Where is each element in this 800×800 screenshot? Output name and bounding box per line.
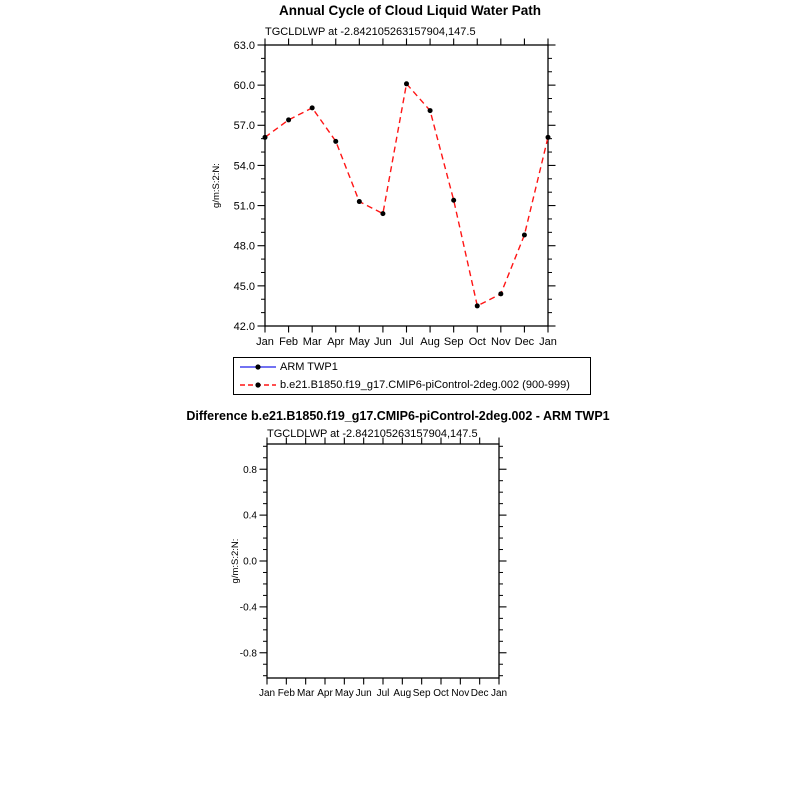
series-marker: [498, 291, 504, 297]
svg-text:42.0: 42.0: [234, 321, 255, 333]
svg-text:Dec: Dec: [515, 336, 535, 348]
svg-text:Oct: Oct: [469, 336, 486, 348]
difference-chart-title: Difference b.e21.B1850.f19_g17.CMIP6-piC…: [186, 409, 610, 423]
series-marker: [333, 138, 339, 144]
svg-text:Mar: Mar: [303, 336, 322, 348]
difference-chart-subtitle: TGCLDLWP at -2.842105263157904,147.5: [267, 428, 478, 440]
svg-text:0.4: 0.4: [243, 511, 257, 522]
series-marker: [262, 134, 268, 140]
svg-text:Apr: Apr: [317, 688, 333, 699]
svg-text:0.8: 0.8: [243, 465, 257, 476]
svg-text:Jan: Jan: [491, 688, 507, 699]
svg-text:Jan: Jan: [259, 688, 275, 699]
legend: ARM TWP1 b.e21.B1850.f19_g17.CMIP6-piCon…: [233, 357, 591, 395]
svg-text:63.0: 63.0: [234, 40, 255, 52]
legend-line-dashed-icon: [240, 382, 276, 388]
top-plot-y-axis-label: g/m:S:2:N:: [211, 163, 222, 208]
page-title: Annual Cycle of Cloud Liquid Water Path: [278, 3, 541, 18]
svg-text:0.0: 0.0: [243, 557, 257, 568]
svg-text:Mar: Mar: [297, 688, 315, 699]
svg-text:-0.4: -0.4: [240, 602, 258, 613]
series-marker: [404, 81, 409, 87]
bottom-plot-x-axis: Jan Feb Mar Apr May Jun Jul Aug Sep Oct Nov Dec Jan: [259, 437, 507, 699]
svg-text:Sep: Sep: [444, 336, 464, 348]
series-marker: [427, 108, 433, 114]
svg-text:May: May: [349, 336, 370, 348]
legend-label: ARM TWP1: [280, 361, 338, 374]
series-marker: [545, 134, 551, 140]
svg-text:54.0: 54.0: [234, 160, 255, 172]
svg-text:Jan: Jan: [539, 336, 557, 348]
svg-text:60.0: 60.0: [234, 80, 255, 92]
legend-entry-arm-twp1: ARM TWP1: [238, 359, 590, 375]
svg-text:Jun: Jun: [356, 688, 372, 699]
svg-text:51.0: 51.0: [234, 201, 255, 213]
top-plot-series-1: [262, 81, 551, 309]
svg-text:-0.8: -0.8: [240, 648, 258, 659]
svg-text:48.0: 48.0: [234, 241, 255, 253]
series-marker: [309, 105, 315, 111]
svg-text:Jan: Jan: [256, 336, 274, 348]
svg-text:Dec: Dec: [471, 688, 489, 699]
top-plot-x-axis: Jan Feb Mar Apr May Jun Jul Aug Sep Oct Nov Dec Jan: [256, 38, 557, 348]
series-marker: [286, 117, 292, 123]
top-plot-y-axis: 42.0 45.0 48.0 51.0 54.0 57.0 60.0 63.0: [234, 40, 556, 333]
series-marker: [356, 199, 362, 205]
series-line: [264, 82, 549, 307]
svg-text:Nov: Nov: [451, 688, 469, 699]
svg-text:Feb: Feb: [279, 336, 298, 348]
series-marker: [380, 211, 386, 217]
bottom-plot-y-axis-label: g/m:S:2:N:: [230, 539, 241, 584]
series-marker: [451, 197, 457, 203]
svg-text:Jul: Jul: [377, 688, 390, 699]
series-marker: [474, 303, 480, 309]
svg-text:Jun: Jun: [374, 336, 392, 348]
svg-text:Aug: Aug: [393, 688, 411, 699]
svg-text:Jul: Jul: [399, 336, 413, 348]
series-marker: [521, 232, 527, 238]
svg-text:May: May: [335, 688, 354, 699]
legend-label: b.e21.B1850.f19_g17.CMIP6-piControl-2deg…: [280, 378, 570, 391]
top-plot: Jan Feb Mar Apr May Jun Jul Aug Sep Oct Nov Dec Jan4…: [211, 38, 557, 348]
bottom-plot-y-axis: -0.8 -0.4 0.0 0.4 0.8: [240, 445, 507, 677]
svg-text:57.0: 57.0: [234, 120, 255, 132]
legend-line-solid-icon: [240, 364, 276, 370]
svg-text:Aug: Aug: [420, 336, 440, 348]
bottom-plot-frame: [266, 443, 500, 679]
svg-text:Apr: Apr: [327, 336, 344, 348]
legend-entry-model: b.e21.B1850.f19_g17.CMIP6-piControl-2deg…: [238, 377, 590, 393]
svg-text:Sep: Sep: [413, 688, 431, 699]
svg-text:Oct: Oct: [433, 688, 449, 699]
svg-text:Feb: Feb: [278, 688, 296, 699]
svg-text:45.0: 45.0: [234, 281, 255, 293]
svg-text:Nov: Nov: [491, 336, 511, 348]
bottom-plot: Jan Feb Mar Apr May Jun Jul Aug Sep Oct Nov Dec Jan-…: [230, 437, 507, 699]
top-chart-subtitle: TGCLDLWP at -2.842105263157904,147.5: [265, 26, 476, 38]
